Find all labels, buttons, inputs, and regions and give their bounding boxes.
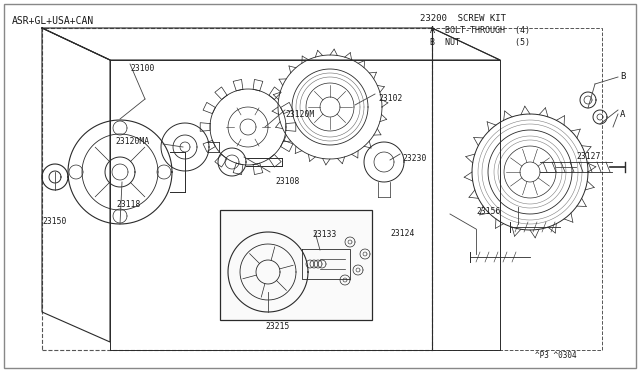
Bar — [42, 28, 432, 350]
Text: ASR+GL+USA+CAN: ASR+GL+USA+CAN — [12, 16, 94, 26]
Text: 23156: 23156 — [476, 207, 500, 216]
Text: 23100: 23100 — [130, 64, 154, 73]
Text: 23200  SCREW KIT: 23200 SCREW KIT — [420, 14, 506, 23]
Text: 23133: 23133 — [312, 230, 337, 239]
Text: 23124: 23124 — [390, 229, 414, 238]
Text: 23108: 23108 — [275, 177, 300, 186]
Bar — [432, 28, 602, 350]
Text: 23102: 23102 — [378, 94, 403, 103]
Text: ^P3 ^0304: ^P3 ^0304 — [535, 351, 577, 360]
Text: A: A — [620, 110, 625, 119]
Text: 23150: 23150 — [42, 217, 67, 226]
Text: 23215: 23215 — [265, 322, 289, 331]
Text: B: B — [620, 72, 625, 81]
Text: B  NUT           (5): B NUT (5) — [420, 38, 530, 47]
Text: 23120M: 23120M — [285, 110, 314, 119]
Text: 23118: 23118 — [116, 200, 140, 209]
Text: 23120MA: 23120MA — [115, 137, 149, 146]
Text: A  BOLT-THROUGH  (4): A BOLT-THROUGH (4) — [420, 26, 530, 35]
Text: 23127: 23127 — [576, 152, 600, 161]
Bar — [220, 210, 372, 320]
Text: 23230: 23230 — [402, 154, 426, 163]
